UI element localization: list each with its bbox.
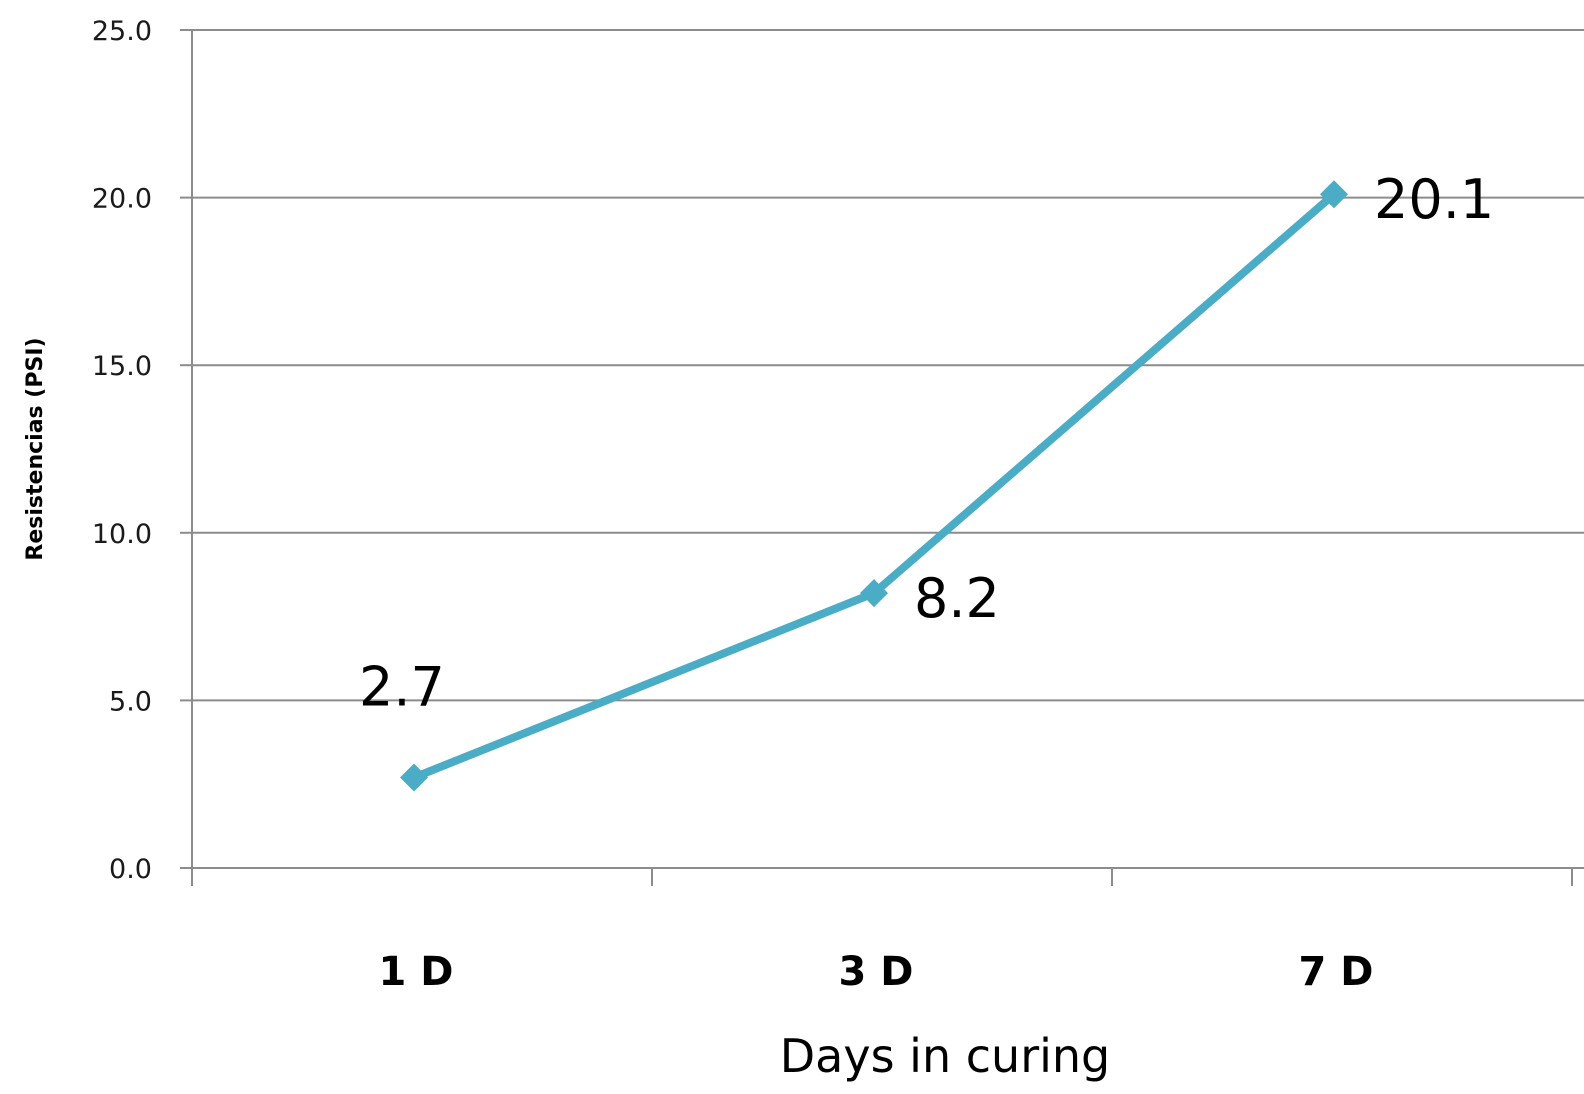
x-tick-label: 3 D (839, 949, 914, 995)
y-tick-label: 25.0 (92, 16, 152, 47)
series-markers (400, 180, 1348, 792)
series-line (412, 191, 1337, 782)
y-axis-title: Resistencias (PSI) (23, 337, 48, 560)
y-tick-label: 10.0 (92, 519, 152, 550)
series-path (412, 191, 1337, 782)
diamond-marker (860, 579, 888, 608)
diamond-marker (400, 763, 428, 792)
data-label: 8.2 (914, 567, 1000, 630)
diamond-marker (1320, 180, 1348, 209)
data-labels: 2.7 8.2 20.1 (359, 168, 1494, 718)
y-tick-label: 20.0 (92, 184, 152, 215)
y-tick-labels: 0.0 5.0 10.0 15.0 20.0 25.0 (92, 16, 152, 885)
y-tick-label: 15.0 (92, 351, 152, 382)
x-tick-labels: 1 D 3 D 7 D (379, 949, 1374, 995)
gridlines (180, 29, 1584, 886)
data-label: 20.1 (1374, 168, 1494, 231)
axes (191, 30, 1584, 869)
y-tick-label: 5.0 (109, 686, 152, 717)
x-axis-title: Days in curing (780, 1029, 1110, 1083)
data-label: 2.7 (359, 655, 445, 718)
x-tick-label: 7 D (1299, 949, 1374, 995)
y-tick-label: 0.0 (109, 854, 152, 885)
x-tick-label: 1 D (379, 949, 454, 995)
